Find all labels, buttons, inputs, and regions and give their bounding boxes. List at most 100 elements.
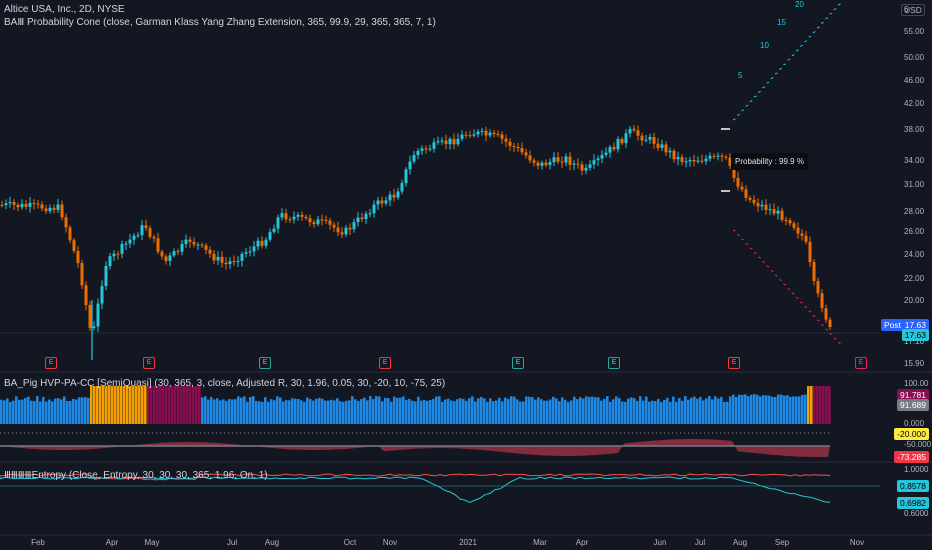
earnings-event-icon[interactable]: E: [143, 357, 155, 369]
candle: [200, 244, 204, 246]
hvp-bar: [711, 399, 714, 424]
price-tick-label: 15.90: [904, 359, 925, 368]
entropy-band: [0, 476, 831, 504]
hvp-bar: [321, 398, 324, 424]
hvp-bar: [579, 397, 582, 424]
candle: [444, 140, 448, 145]
hvp-bar: [171, 386, 174, 424]
hvp-bar: [105, 386, 108, 424]
candle: [248, 251, 252, 253]
hvp-bar: [162, 386, 165, 424]
cone-lower-dash: [749, 247, 753, 250]
time-axis-label: Mar: [533, 538, 547, 547]
hvp-bar: [780, 394, 783, 424]
hvp-bar: [390, 401, 393, 424]
hvp-bar: [48, 399, 51, 424]
hvp-bar: [825, 386, 828, 424]
candle: [516, 147, 520, 149]
hvp-bar: [792, 396, 795, 424]
hvp-bar: [705, 398, 708, 424]
earnings-event-icon[interactable]: E: [728, 357, 740, 369]
candle: [452, 138, 456, 145]
hvp-bar: [225, 400, 228, 424]
hvp-bar: [36, 396, 39, 424]
probability-cone-legend[interactable]: BAⅢ Probability Cone (close, Garman Klas…: [4, 17, 436, 28]
candle: [388, 194, 392, 201]
hvp-bar: [3, 400, 6, 424]
candle: [588, 164, 592, 168]
hvp-bar: [426, 400, 429, 424]
hvp-bar: [78, 397, 81, 424]
earnings-event-icon[interactable]: E: [855, 357, 867, 369]
cone-upper-dash: [808, 35, 812, 38]
hvp-bar: [96, 386, 99, 424]
earnings-event-icon[interactable]: E: [512, 357, 524, 369]
candle: [436, 141, 440, 143]
hvp-bar: [534, 399, 537, 424]
hvp-bar: [264, 397, 267, 424]
last-price-tag: 17.63: [901, 329, 929, 341]
hvp-bar: [444, 399, 447, 424]
hvp-bar: [678, 397, 681, 424]
earnings-event-icon[interactable]: E: [259, 357, 271, 369]
hvp-bar: [477, 398, 480, 424]
earnings-event-icon[interactable]: E: [379, 357, 391, 369]
candle: [204, 245, 208, 250]
hvp-value-tag: -20.000: [894, 428, 929, 440]
candle: [224, 262, 228, 265]
cone-upper-dash: [812, 31, 816, 34]
hvp-bar: [375, 396, 378, 424]
hvp-bar: [417, 396, 420, 424]
hvp-bar: [354, 399, 357, 424]
hvp-bar: [42, 397, 45, 424]
hvp-bar: [204, 396, 207, 424]
hvp-bar: [90, 386, 93, 424]
hvp-bar: [537, 397, 540, 424]
candle: [728, 157, 732, 166]
hvp-bar: [243, 396, 246, 424]
grid-lines: [0, 332, 932, 536]
candle: [700, 160, 704, 162]
candle: [576, 163, 580, 165]
hvp-bar: [492, 401, 495, 424]
hvp-bar: [129, 386, 132, 424]
earnings-event-icon[interactable]: E: [45, 357, 57, 369]
hvp-bar: [624, 401, 627, 424]
cone-upper-dash: [762, 86, 766, 89]
symbol-legend[interactable]: Altice USA, Inc., 2D, NYSE: [4, 4, 125, 15]
hvp-bar: [456, 399, 459, 424]
candle: [416, 150, 420, 156]
hvp-bar: [81, 397, 84, 424]
hvp-bar: [9, 401, 12, 424]
hvp-oscillator: [0, 439, 830, 457]
cone-upper-dash: [783, 63, 787, 66]
earnings-event-icon[interactable]: E: [608, 357, 620, 369]
hvp-bar: [666, 397, 669, 424]
candle: [740, 186, 744, 190]
candle: [712, 155, 716, 157]
candle: [148, 228, 152, 237]
price-candles: [0, 124, 832, 360]
candle: [40, 204, 44, 209]
hvp-bar: [18, 399, 21, 424]
cone-upper-dash: [770, 77, 774, 80]
candle: [824, 308, 828, 320]
entropy-legend[interactable]: ⅢⅢⅢⅢEntropy (Close, Entropy, 30, 30, 30,…: [4, 470, 268, 481]
hvp-legend[interactable]: BA_Pig HVP-PA-CC [SemiQuasi] (30, 365, 3…: [4, 378, 446, 389]
currency-button[interactable]: USD: [901, 4, 925, 16]
hvp-bar: [807, 386, 810, 424]
hvp-bar: [429, 400, 432, 424]
hvp-bar: [192, 386, 195, 424]
hvp-bar: [459, 398, 462, 424]
cone-lower-dash: [833, 337, 837, 340]
candle: [440, 140, 444, 142]
hvp-bar: [681, 400, 684, 424]
cone-lower-dash: [758, 256, 761, 259]
hvp-bar: [306, 397, 309, 424]
cone-day-label: 5: [738, 71, 743, 80]
candle: [696, 160, 700, 162]
hvp-bar: [291, 398, 294, 424]
hvp-bar: [45, 401, 48, 424]
candle: [704, 158, 708, 162]
